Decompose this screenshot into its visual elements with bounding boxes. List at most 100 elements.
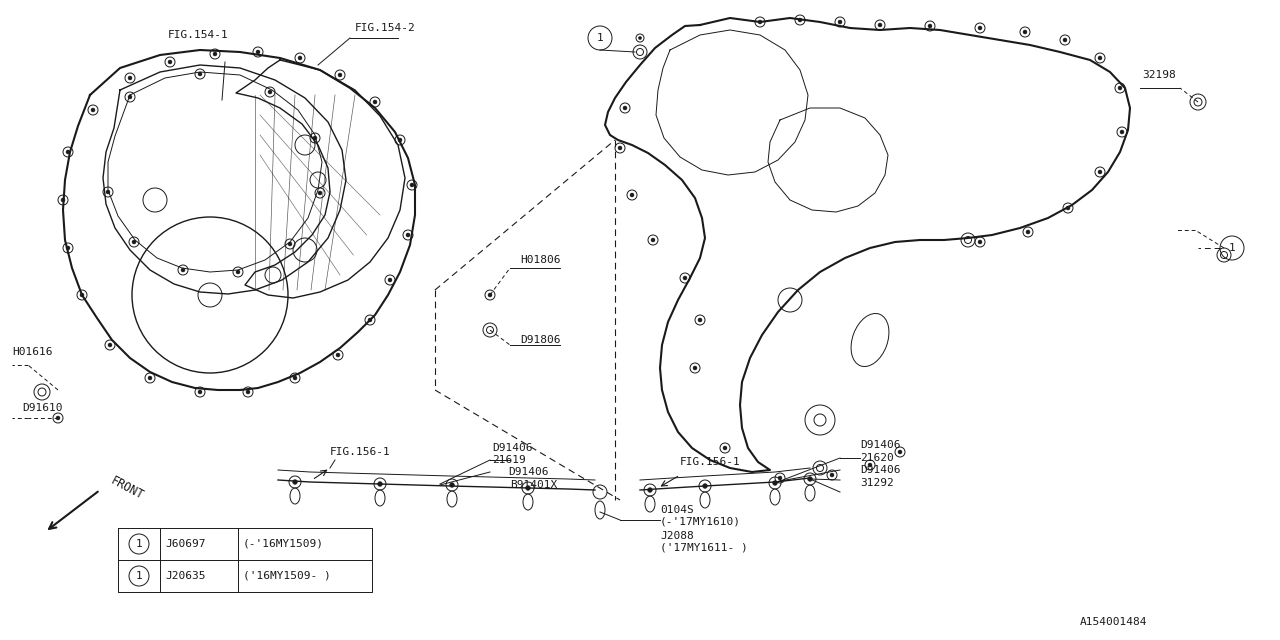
Circle shape: [723, 446, 727, 450]
Circle shape: [91, 108, 95, 112]
Circle shape: [630, 193, 634, 197]
Text: D91806: D91806: [520, 335, 561, 345]
Circle shape: [338, 73, 342, 77]
Text: J2088: J2088: [660, 531, 694, 541]
Circle shape: [1027, 230, 1030, 234]
Circle shape: [899, 450, 902, 454]
Circle shape: [317, 191, 323, 195]
Circle shape: [212, 52, 218, 56]
Circle shape: [928, 24, 932, 28]
Circle shape: [132, 240, 136, 244]
Circle shape: [1120, 130, 1124, 134]
Text: 1: 1: [136, 539, 142, 549]
Circle shape: [1023, 30, 1027, 34]
Circle shape: [797, 18, 803, 22]
Text: 32198: 32198: [1142, 70, 1176, 80]
Circle shape: [808, 477, 813, 481]
Circle shape: [829, 473, 835, 477]
Circle shape: [256, 50, 260, 54]
Text: FIG.154-2: FIG.154-2: [355, 23, 416, 33]
Circle shape: [773, 481, 777, 485]
Text: FRONT: FRONT: [108, 474, 146, 502]
Text: 31292: 31292: [860, 478, 893, 488]
Circle shape: [526, 486, 530, 490]
Circle shape: [758, 20, 762, 24]
Circle shape: [618, 146, 622, 150]
Text: J60697: J60697: [165, 539, 206, 549]
Circle shape: [67, 150, 70, 154]
Text: ('17MY1611- ): ('17MY1611- ): [660, 543, 748, 553]
Circle shape: [56, 416, 60, 420]
Circle shape: [198, 72, 202, 76]
Text: 1: 1: [136, 571, 142, 581]
Circle shape: [698, 318, 701, 322]
Circle shape: [838, 20, 842, 24]
Circle shape: [108, 343, 113, 347]
Text: H01616: H01616: [12, 347, 52, 357]
Circle shape: [148, 376, 152, 380]
Circle shape: [878, 23, 882, 27]
Circle shape: [293, 376, 297, 380]
Circle shape: [1066, 206, 1070, 210]
Text: A154001484: A154001484: [1080, 617, 1147, 627]
Circle shape: [703, 484, 708, 488]
Text: (-'17MY1610): (-'17MY1610): [660, 517, 741, 527]
Circle shape: [778, 476, 782, 480]
Circle shape: [652, 238, 655, 242]
Text: D91406: D91406: [860, 440, 901, 450]
Circle shape: [378, 482, 383, 486]
Circle shape: [335, 353, 340, 357]
Circle shape: [623, 106, 627, 110]
Circle shape: [1098, 170, 1102, 174]
Circle shape: [67, 246, 70, 250]
Circle shape: [684, 276, 687, 280]
Circle shape: [314, 136, 317, 140]
Circle shape: [639, 36, 641, 40]
Text: 1: 1: [1229, 243, 1235, 253]
Circle shape: [388, 278, 392, 282]
Text: J20635: J20635: [165, 571, 206, 581]
Circle shape: [410, 183, 413, 187]
Text: B91401X: B91401X: [509, 480, 557, 490]
Circle shape: [449, 483, 454, 488]
Circle shape: [168, 60, 172, 64]
Circle shape: [268, 90, 273, 94]
Text: 21619: 21619: [492, 455, 526, 465]
Circle shape: [372, 100, 378, 104]
Text: ('16MY1509- ): ('16MY1509- ): [243, 571, 330, 581]
Circle shape: [246, 390, 250, 394]
Circle shape: [128, 95, 132, 99]
Text: D91406: D91406: [508, 467, 549, 477]
Text: 0104S: 0104S: [660, 505, 694, 515]
Circle shape: [978, 240, 982, 244]
Circle shape: [1117, 86, 1123, 90]
Circle shape: [298, 56, 302, 60]
Circle shape: [369, 318, 372, 322]
Text: FIG.156-1: FIG.156-1: [680, 457, 741, 467]
Text: (-'16MY1509): (-'16MY1509): [243, 539, 324, 549]
Text: H01806: H01806: [520, 255, 561, 265]
Circle shape: [128, 76, 132, 80]
Circle shape: [288, 242, 292, 246]
Circle shape: [398, 138, 402, 142]
Circle shape: [106, 190, 110, 194]
Circle shape: [488, 293, 492, 297]
Circle shape: [868, 463, 872, 467]
Circle shape: [1062, 38, 1068, 42]
Circle shape: [293, 479, 297, 484]
Circle shape: [978, 26, 982, 30]
Text: D91406: D91406: [492, 443, 532, 453]
Text: FIG.154-1: FIG.154-1: [168, 30, 229, 40]
Circle shape: [236, 270, 241, 274]
Circle shape: [692, 366, 698, 370]
Text: D91406: D91406: [860, 465, 901, 475]
Circle shape: [1098, 56, 1102, 60]
Circle shape: [79, 293, 84, 297]
Circle shape: [180, 268, 186, 272]
Circle shape: [648, 488, 653, 492]
Circle shape: [61, 198, 65, 202]
Circle shape: [406, 233, 410, 237]
Text: D91610: D91610: [22, 403, 63, 413]
Text: 21620: 21620: [860, 453, 893, 463]
Text: 1: 1: [596, 33, 603, 43]
